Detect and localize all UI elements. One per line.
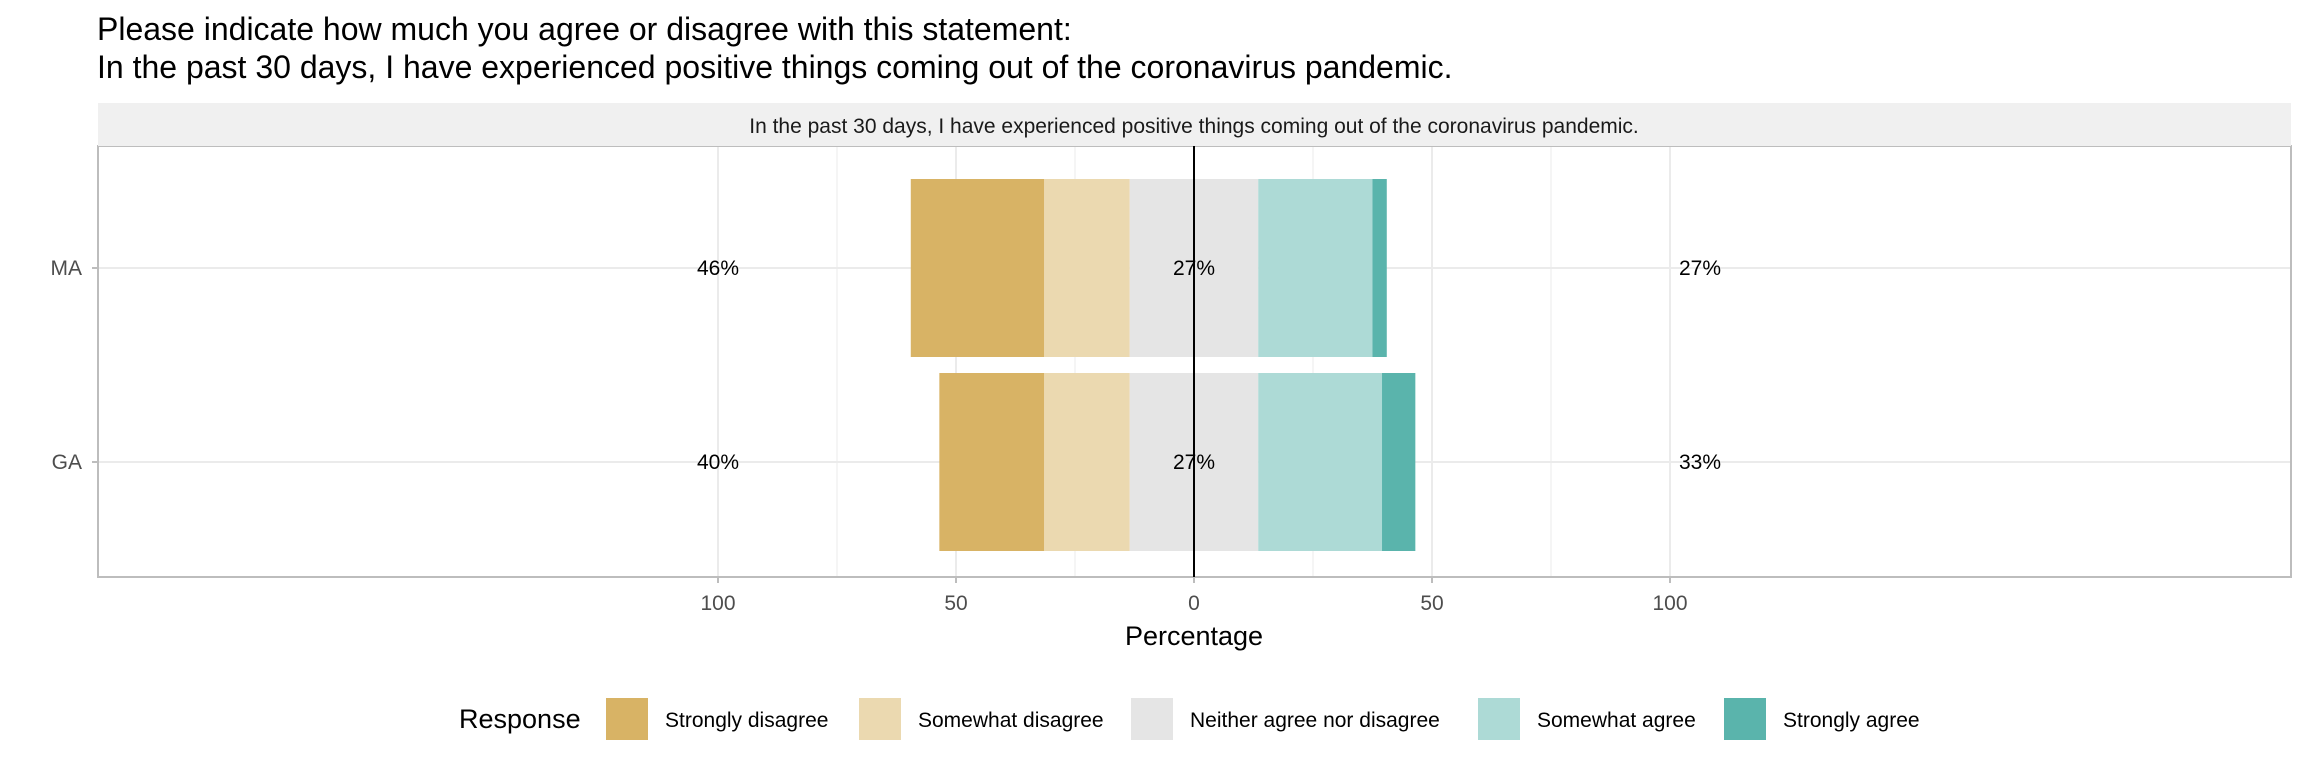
summary-label-left: 46%	[697, 257, 739, 280]
legend-key-strongly-agree	[1724, 698, 1766, 740]
bar-ma-strongly-disagree	[910, 179, 1045, 357]
legend-label: Somewhat disagree	[918, 709, 1104, 732]
x-axis-title: Percentage	[1125, 621, 1263, 651]
legend-label: Strongly agree	[1783, 709, 1920, 732]
chart-title-line1: Please indicate how much you agree or di…	[97, 11, 1072, 47]
legend-key-strongly-disagree	[606, 698, 648, 740]
legend-key-neither-agree-nor-disagree	[1131, 698, 1173, 740]
legend-label: Somewhat agree	[1537, 709, 1696, 732]
summary-label-center: 27%	[1173, 451, 1215, 474]
y-tick-label: MA	[51, 257, 83, 280]
bar-ga-somewhat-agree	[1258, 373, 1383, 551]
bar-ga-strongly-agree	[1382, 373, 1416, 551]
y-axis-ticks: MA GA	[51, 257, 98, 474]
bar-ga-somewhat-disagree	[1044, 373, 1130, 551]
summary-label-right: 27%	[1679, 257, 1721, 280]
facet-strip	[98, 103, 2291, 146]
bar-ma-somewhat-agree	[1258, 179, 1373, 357]
legend-key-somewhat-disagree	[859, 698, 901, 740]
bar-labels: 46% 40% 27% 27% 27% 33%	[697, 257, 1721, 474]
bar-ma-somewhat-disagree	[1044, 179, 1130, 357]
facet-strip-label: In the past 30 days, I have experienced …	[749, 115, 1639, 138]
legend-key-somewhat-agree	[1478, 698, 1520, 740]
legend-title: Response	[459, 704, 581, 734]
legend-label: Neither agree nor disagree	[1190, 709, 1440, 732]
summary-label-center: 27%	[1173, 257, 1215, 280]
x-tick-label: 50	[944, 592, 967, 615]
legend: Response Strongly disagree Somewhat disag…	[459, 698, 1920, 740]
x-tick-label: 100	[700, 592, 735, 615]
x-tick-label: 100	[1652, 592, 1687, 615]
legend-label: Strongly disagree	[665, 709, 828, 732]
x-tick-label: 50	[1420, 592, 1443, 615]
y-tick-label: GA	[52, 451, 82, 474]
bar-ma-strongly-agree	[1372, 179, 1387, 357]
chart-title-line2: In the past 30 days, I have experienced …	[97, 49, 1452, 85]
summary-label-left: 40%	[697, 451, 739, 474]
summary-label-right: 33%	[1679, 451, 1721, 474]
bar-ga-strongly-disagree	[939, 373, 1045, 551]
x-tick-label: 0	[1188, 592, 1200, 615]
x-axis-ticks: 100 50 0 50 100	[700, 577, 1688, 615]
